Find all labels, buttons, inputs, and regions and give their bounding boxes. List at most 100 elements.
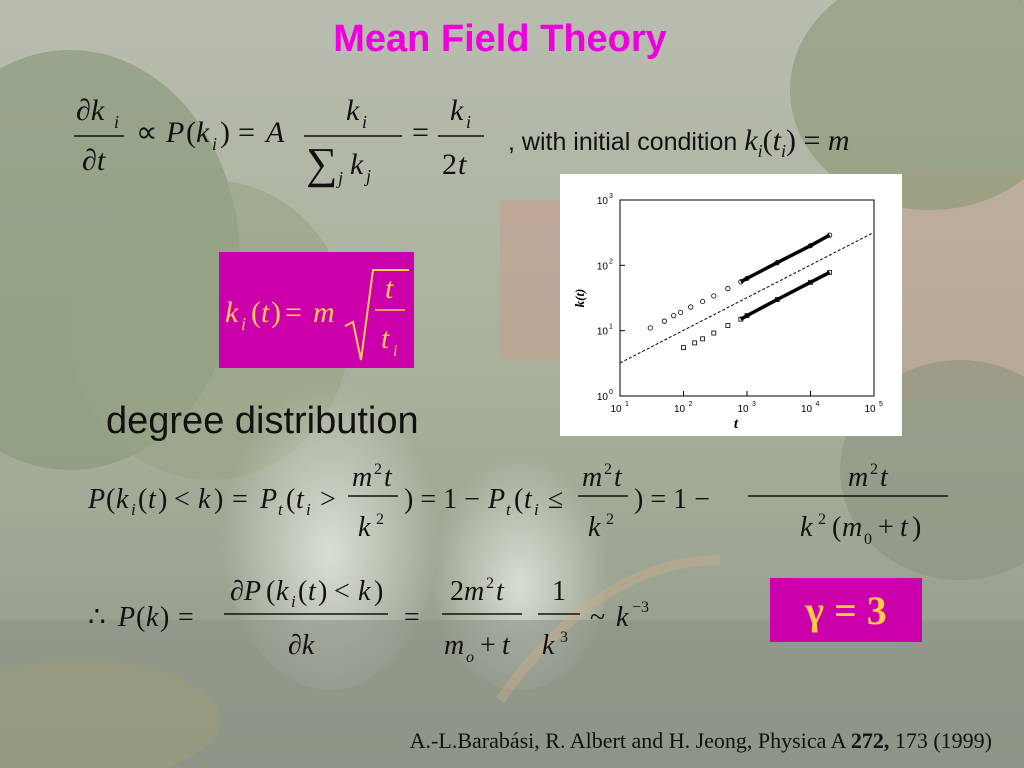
section-label: degree distribution xyxy=(106,400,419,442)
svg-text:∑: ∑ xyxy=(306,139,337,188)
svg-text:): ) xyxy=(318,576,327,607)
x-tick-label: 10 xyxy=(801,404,813,415)
svg-text:2: 2 xyxy=(818,511,826,528)
svg-text:2: 2 xyxy=(374,461,382,478)
series-2-point xyxy=(681,345,686,351)
reference-line xyxy=(619,231,875,364)
gamma-result-box: γ = 3 xyxy=(770,578,922,642)
svg-text:k: k xyxy=(450,94,464,127)
svg-text:2: 2 xyxy=(604,461,612,478)
series-1-point xyxy=(711,293,717,299)
initial-condition-formula: ki(ti) = m xyxy=(744,124,850,161)
svg-text:): ) xyxy=(214,484,223,515)
svg-text:): ) xyxy=(374,576,383,607)
svg-text:<: < xyxy=(174,484,190,515)
gamma-value: γ = 3 xyxy=(805,587,887,633)
x-tick-label: 10 xyxy=(674,404,686,415)
x-tick-exponent: 5 xyxy=(879,401,883,408)
x-tick-exponent: 2 xyxy=(689,401,693,408)
svg-text:=: = xyxy=(232,484,248,515)
svg-text:2: 2 xyxy=(442,148,457,181)
svg-text:t: t xyxy=(458,148,467,181)
svg-text:i: i xyxy=(131,500,136,519)
slide-title: Mean Field Theory xyxy=(333,18,667,60)
series-1-trace xyxy=(739,233,831,284)
svg-text:A: A xyxy=(264,116,285,149)
svg-text:t: t xyxy=(278,500,284,519)
series-1-point xyxy=(671,313,677,319)
svg-text:i: i xyxy=(362,112,367,132)
y-tick-exponent: 2 xyxy=(609,258,613,265)
series-2-point xyxy=(725,323,731,328)
citation-authors: A.-L.Barabási, R. Albert and H. Jeong, P… xyxy=(409,728,846,753)
initial-condition: , with initial condition ki(ti) = m xyxy=(508,124,850,162)
svg-text:∴: ∴ xyxy=(88,602,106,633)
y-tick-label: 10 xyxy=(597,327,609,338)
x-axis-label: t xyxy=(734,416,739,432)
initial-condition-text: , with initial condition xyxy=(508,128,738,156)
svg-text:+: + xyxy=(480,630,496,661)
svg-text:∂t: ∂t xyxy=(82,144,106,177)
svg-text:(: ( xyxy=(286,484,295,515)
svg-text:∝: ∝ xyxy=(136,116,157,149)
svg-text:≤: ≤ xyxy=(548,484,563,515)
svg-text:i: i xyxy=(291,592,296,611)
svg-text:k: k xyxy=(198,484,211,515)
series-1-point xyxy=(688,304,694,310)
svg-text:i: i xyxy=(466,112,471,132)
svg-text:P: P xyxy=(259,484,277,515)
citation: A.-L.Barabási, R. Albert and H. Jeong, P… xyxy=(410,728,992,754)
svg-text:2: 2 xyxy=(486,575,494,592)
svg-text:k: k xyxy=(276,576,289,607)
svg-text:) = 1 −: ) = 1 − xyxy=(404,484,480,515)
citation-pages-year: 173 (1999) xyxy=(894,728,992,753)
svg-text:): ) xyxy=(158,484,167,515)
svg-text:t: t xyxy=(261,296,270,329)
svg-text:2: 2 xyxy=(870,461,878,478)
svg-text:j: j xyxy=(336,168,343,188)
y-tick-exponent: 3 xyxy=(609,193,613,200)
svg-text:k: k xyxy=(800,512,813,543)
svg-text:−3: −3 xyxy=(632,599,649,616)
svg-text:t: t xyxy=(385,272,394,305)
svg-text:t: t xyxy=(614,462,623,493)
svg-text:j: j xyxy=(364,166,371,186)
svg-text:=: = xyxy=(238,116,255,149)
y-tick-exponent: 1 xyxy=(609,324,613,331)
svg-text:=: = xyxy=(404,602,420,633)
svg-text:(: ( xyxy=(138,484,147,515)
svg-text:P: P xyxy=(487,484,505,515)
svg-text:i: i xyxy=(393,343,397,360)
svg-text:i: i xyxy=(114,112,119,132)
svg-text:t: t xyxy=(506,500,512,519)
svg-text:(: ( xyxy=(251,296,261,329)
svg-text:0: 0 xyxy=(864,531,872,548)
svg-text:): ) xyxy=(220,116,230,149)
y-tick-label: 10 xyxy=(597,392,609,403)
svg-text:t: t xyxy=(308,576,317,607)
x-tick-exponent: 3 xyxy=(752,401,756,408)
svg-text:(: ( xyxy=(106,484,115,515)
svg-text:+: + xyxy=(878,512,894,543)
svg-text:t: t xyxy=(880,462,889,493)
svg-text:): ) xyxy=(271,296,281,329)
svg-text:k: k xyxy=(588,512,601,543)
svg-text:(: ( xyxy=(136,602,145,633)
svg-text:P: P xyxy=(165,116,184,149)
svg-text:=: = xyxy=(285,296,302,329)
svg-text:): ) xyxy=(912,512,921,543)
svg-text:(: ( xyxy=(298,576,307,607)
svg-text:2: 2 xyxy=(376,511,384,528)
svg-text:m: m xyxy=(464,576,484,607)
svg-text:k: k xyxy=(146,602,159,633)
y-tick-label: 10 xyxy=(597,196,609,207)
svg-text:2: 2 xyxy=(450,576,464,607)
